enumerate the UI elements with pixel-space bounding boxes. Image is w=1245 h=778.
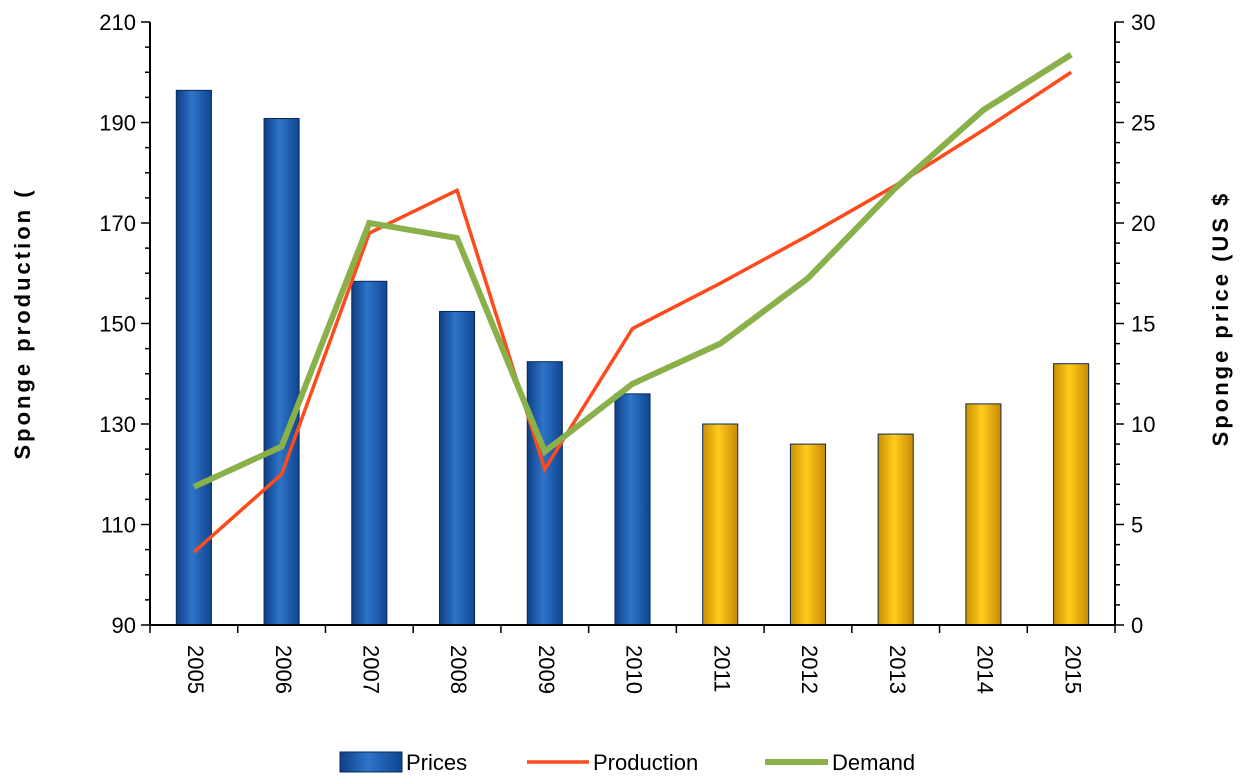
y-axis-right-title: Sponge price (US $ (1208, 191, 1233, 447)
x-tick-label-2010: 2010 (622, 645, 647, 694)
y-left-tick-label: 190 (99, 111, 136, 136)
y-right-tick-label: 20 (1131, 211, 1155, 236)
lines-layer (192, 52, 1073, 554)
x-tick-label-2011: 2011 (709, 645, 734, 692)
y-left-tick-label: 90 (112, 613, 136, 638)
y-right-tick-label: 5 (1131, 513, 1143, 538)
line-demand (192, 52, 1073, 490)
y-axis-left: 90 110 130 150 170 190 210 Sponge production ( (10, 10, 151, 638)
x-tick-label-2008: 2008 (446, 645, 471, 694)
x-tick-label-2005: 2005 (183, 645, 208, 694)
x-tick-label-2009: 2009 (534, 645, 559, 694)
line-production (192, 70, 1073, 554)
bar-prices-2007 (351, 280, 388, 626)
y-axis-left-title: Sponge production ( (10, 187, 35, 459)
y-right-tick-label: 10 (1131, 412, 1155, 437)
legend-label-demand: Demand (832, 750, 915, 775)
legend-swatch-prices (339, 751, 403, 773)
legend-label-production: Production (593, 750, 698, 775)
bar-prices-2009 (526, 361, 563, 626)
y-right-tick-label: 30 (1131, 10, 1155, 35)
y-left-tick-label: 170 (99, 211, 136, 236)
bar-prices-2005 (175, 89, 212, 626)
y-axis-right-ticks: 0 5 10 15 20 25 30 (1115, 10, 1155, 638)
x-tick-label-2012: 2012 (797, 645, 822, 694)
y-axis-right: 0 5 10 15 20 25 30 Sponge price (US $ (1114, 10, 1233, 638)
y-right-tick-label: 0 (1131, 613, 1143, 638)
bar-prices-2015 (1053, 363, 1090, 626)
y-axis-left-ticks: 90 110 130 150 170 190 210 (99, 10, 150, 638)
bar-prices-2010 (614, 393, 651, 626)
legend: Prices Production Demand (339, 750, 915, 775)
x-tick-label-2014: 2014 (973, 645, 998, 694)
bar-prices-2014 (965, 403, 1002, 626)
y-left-tick-label: 110 (101, 513, 136, 538)
x-tick-label-2015: 2015 (1060, 645, 1085, 694)
x-axis-ticks: 2005 2006 2007 2008 2009 2010 2011 2012 2013 2014… (149, 625, 1116, 694)
x-tick-label-2007: 2007 (359, 645, 384, 694)
x-tick-label-2006: 2006 (271, 645, 296, 694)
bar-prices-2006 (263, 117, 300, 626)
bar-prices-2011 (702, 423, 739, 626)
y-right-tick-label: 15 (1131, 312, 1155, 337)
x-tick-label-2013: 2013 (885, 645, 910, 694)
y-right-tick-label: 25 (1131, 111, 1155, 136)
bar-prices-2013 (877, 433, 914, 626)
bar-prices-2012 (789, 443, 827, 626)
y-left-tick-label: 210 (99, 10, 136, 35)
y-left-tick-label: 130 (99, 412, 136, 437)
bars-layer (175, 89, 1090, 626)
x-axis: 2005 2006 2007 2008 2009 2010 2011 2012 2013 2014… (149, 624, 1116, 694)
bar-prices-2008 (439, 310, 476, 626)
legend-label-prices: Prices (406, 750, 467, 775)
y-left-tick-label: 150 (99, 312, 136, 337)
